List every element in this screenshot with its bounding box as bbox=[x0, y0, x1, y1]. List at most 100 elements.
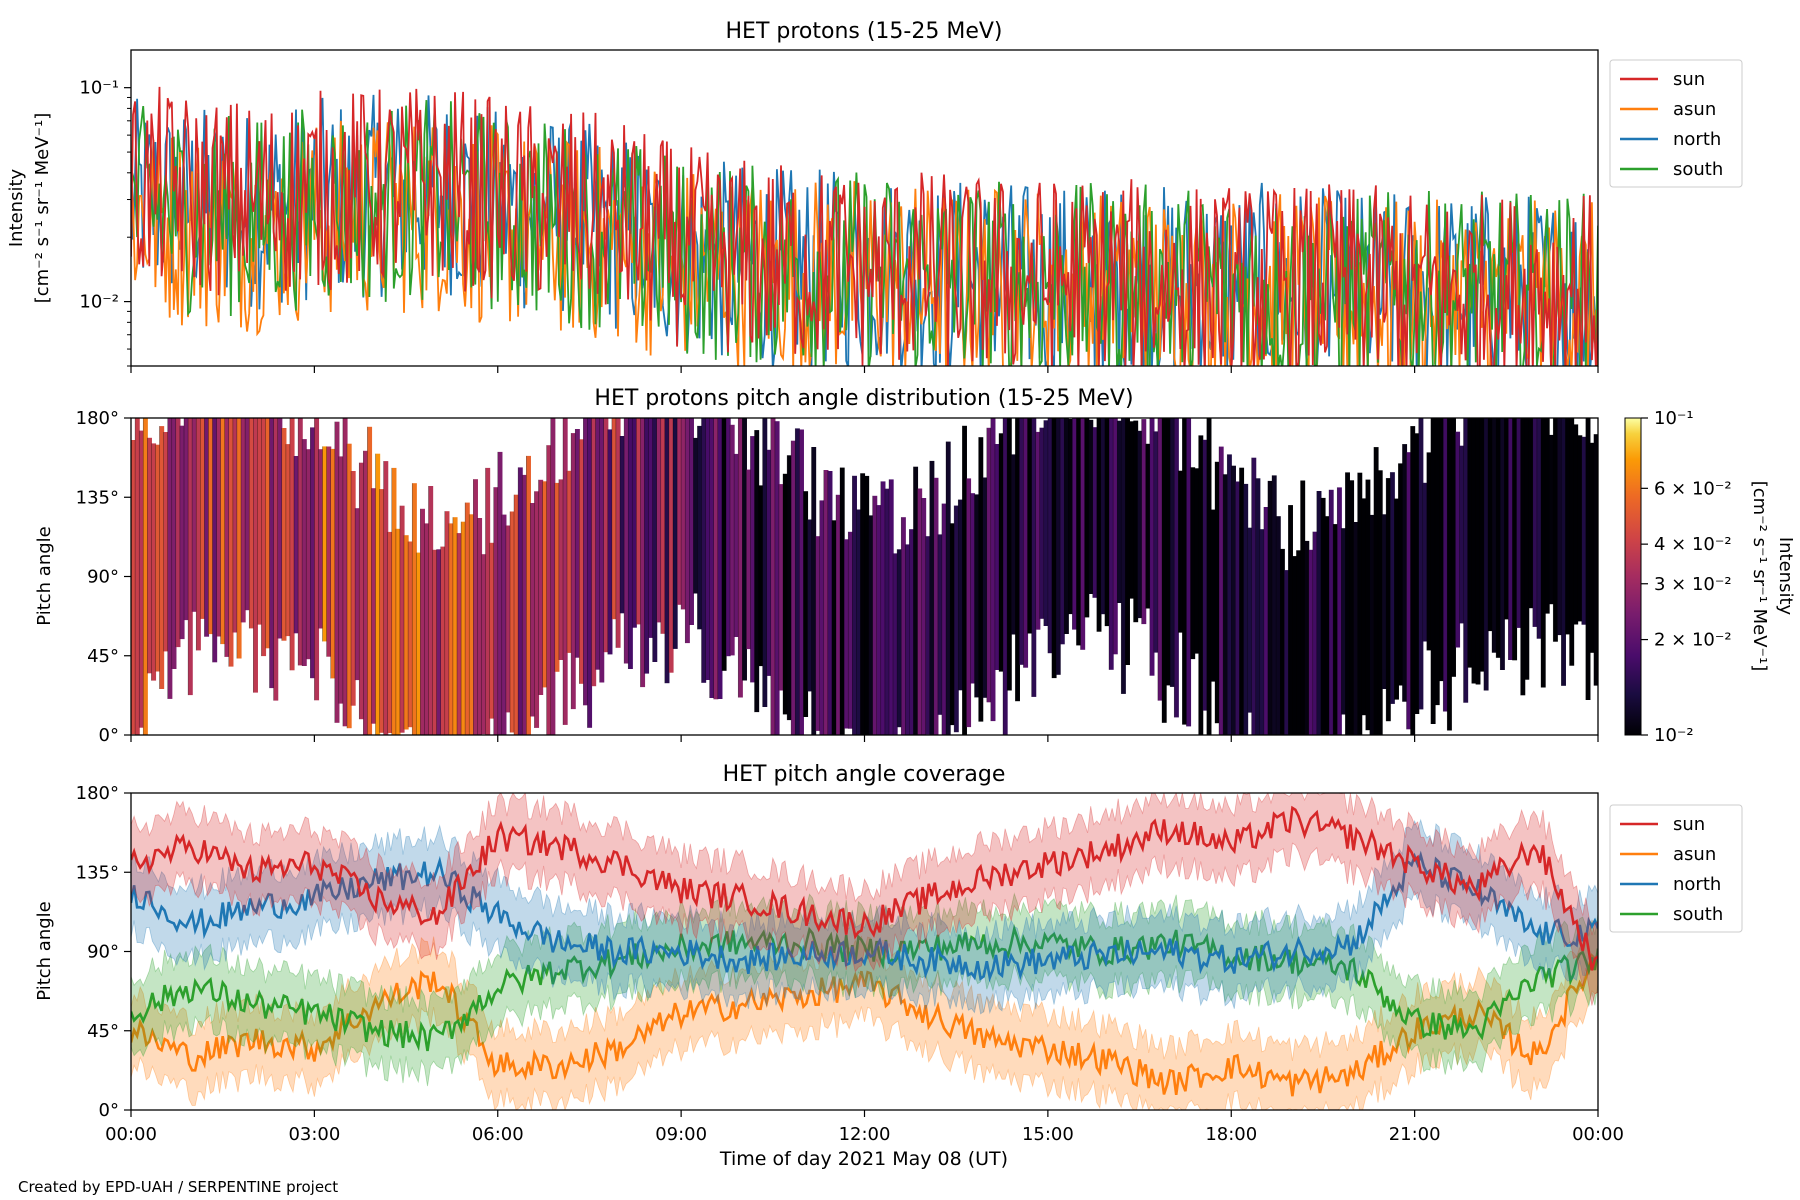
heatmap-column bbox=[1341, 528, 1346, 715]
heatmap-column bbox=[1308, 549, 1314, 735]
heatmap-column bbox=[538, 479, 544, 695]
legend-label-south: south bbox=[1673, 904, 1723, 925]
heatmap-column bbox=[1333, 524, 1338, 735]
heatmap-column bbox=[1394, 498, 1399, 700]
panel1-legend: sun asun north south bbox=[1609, 59, 1743, 188]
heatmap-column bbox=[155, 444, 161, 672]
heatmap-column bbox=[1357, 472, 1363, 735]
heatmap-column bbox=[249, 418, 254, 629]
heatmap-column bbox=[522, 474, 527, 735]
heatmap-column bbox=[318, 449, 324, 629]
heatmap-column bbox=[1227, 454, 1232, 735]
coverage-line-north bbox=[131, 850, 1598, 983]
heatmap-column bbox=[1589, 442, 1595, 653]
heatmap-column bbox=[501, 514, 507, 735]
heatmap-column bbox=[917, 488, 923, 735]
heatmap-column bbox=[1569, 418, 1575, 666]
heatmap-column bbox=[754, 430, 760, 713]
heatmap-column bbox=[640, 418, 646, 688]
series-line-sun bbox=[131, 86, 1598, 366]
colorbar-tick-label: 2 × 10⁻² bbox=[1654, 630, 1732, 651]
heatmap-column bbox=[224, 418, 230, 657]
heatmap-column bbox=[510, 511, 515, 733]
x-tick-label: 06:00 bbox=[472, 1124, 524, 1145]
heatmap-column bbox=[734, 453, 739, 637]
heatmap-column bbox=[836, 494, 841, 735]
heatmap-column bbox=[1084, 418, 1090, 618]
heatmap-column bbox=[583, 418, 588, 706]
heatmap-column bbox=[1508, 418, 1513, 660]
heatmap-column bbox=[766, 449, 772, 676]
heatmap-column bbox=[1157, 418, 1163, 701]
heatmap-column bbox=[1284, 570, 1289, 735]
heatmap-column bbox=[139, 430, 144, 728]
heatmap-column bbox=[868, 515, 874, 735]
panel1-ylabel-line2: [cm⁻² s⁻¹ sr⁻¹ MeV⁻¹] bbox=[32, 113, 53, 304]
heatmap-column bbox=[1072, 418, 1077, 630]
heatmap-column bbox=[599, 418, 605, 683]
heatmap-column bbox=[188, 418, 193, 696]
heatmap-column bbox=[277, 418, 283, 639]
heatmap-column bbox=[196, 418, 201, 651]
heatmap-column bbox=[131, 440, 136, 735]
heatmap-column bbox=[1239, 467, 1245, 735]
heatmap-column bbox=[473, 479, 478, 735]
heatmap-column bbox=[1027, 418, 1033, 634]
heatmap-column bbox=[228, 418, 234, 667]
heatmap-column bbox=[1500, 418, 1505, 670]
heatmap-column bbox=[1231, 465, 1236, 735]
heatmap-column bbox=[1039, 427, 1045, 619]
panel-pitch-angle-coverage: HET pitch angle coverage 0° 45° 90° 135° 180… bbox=[34, 762, 1743, 1170]
heatmap-column bbox=[1194, 468, 1200, 654]
heatmap-column bbox=[966, 478, 972, 728]
heatmap-column bbox=[241, 418, 246, 623]
heatmap-column bbox=[200, 418, 205, 619]
heatmap-column bbox=[469, 514, 474, 735]
x-tick-label: 18:00 bbox=[1205, 1124, 1257, 1145]
heatmap-column bbox=[607, 429, 613, 655]
heatmap-column bbox=[1133, 420, 1139, 623]
heatmap-column bbox=[685, 418, 690, 644]
heatmap-column bbox=[644, 418, 650, 674]
heatmap-column bbox=[1406, 452, 1412, 730]
heatmap-column bbox=[762, 418, 768, 707]
heatmap-column bbox=[933, 477, 939, 735]
heatmap-column bbox=[1178, 470, 1183, 633]
heatmap-column bbox=[212, 418, 218, 663]
heatmap-column bbox=[1210, 509, 1216, 682]
heatmap-column bbox=[941, 503, 947, 735]
heatmap-column bbox=[1243, 483, 1249, 735]
heatmap-column bbox=[1113, 418, 1118, 655]
coverage-line-sun bbox=[131, 805, 1598, 971]
heatmap-column bbox=[1312, 531, 1318, 735]
heatmap-column bbox=[1479, 418, 1485, 672]
y-tick-label: 10⁻¹ bbox=[79, 78, 119, 99]
heatmap-column bbox=[420, 508, 425, 735]
heatmap-column bbox=[803, 491, 809, 717]
heatmap-column bbox=[970, 493, 976, 684]
heatmap-column bbox=[620, 436, 625, 614]
legend-label-south: south bbox=[1673, 159, 1723, 180]
y-tick-label: 135° bbox=[76, 487, 119, 508]
heatmap-column bbox=[876, 505, 882, 735]
heatmap-column bbox=[355, 508, 360, 681]
heatmap-column bbox=[652, 418, 658, 662]
heatmap-column bbox=[770, 418, 776, 735]
heatmap-column bbox=[1190, 467, 1196, 660]
colorbar-tick-label: 10⁻² bbox=[1654, 725, 1694, 746]
heatmap-column bbox=[1593, 434, 1598, 686]
heatmap-column bbox=[269, 418, 275, 689]
heatmap-column bbox=[1488, 418, 1493, 632]
heatmap-column bbox=[1100, 418, 1106, 615]
heatmap-column bbox=[905, 544, 910, 735]
heatmap-column bbox=[542, 481, 548, 688]
heatmap-column bbox=[452, 517, 458, 735]
heatmap-column bbox=[236, 418, 242, 659]
heatmap-column bbox=[1337, 487, 1342, 735]
heatmap-column bbox=[1528, 418, 1534, 609]
heatmap-column bbox=[1247, 527, 1253, 713]
heatmap-column bbox=[171, 418, 177, 669]
heatmap-column bbox=[628, 418, 633, 669]
heatmap-column bbox=[424, 523, 430, 735]
heatmap-column bbox=[1516, 418, 1522, 628]
